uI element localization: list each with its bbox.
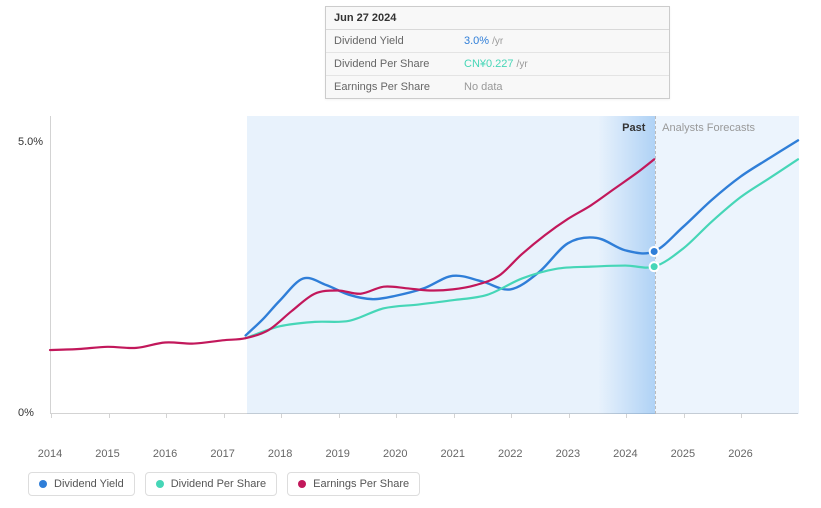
chart-lines — [50, 116, 798, 414]
tooltip-row-label: Dividend Yield — [334, 35, 464, 47]
tooltip-row-value: No data — [464, 81, 661, 93]
dividend-chart: Jun 27 2024 Dividend Yield3.0%/yrDividen… — [0, 0, 821, 508]
x-axis-label: 2020 — [383, 448, 407, 460]
tooltip-row: Dividend Yield3.0%/yr — [326, 30, 669, 53]
legend: Dividend Yield Dividend Per Share Earnings… — [28, 472, 420, 496]
tooltip-row-label: Earnings Per Share — [334, 81, 464, 93]
x-axis-label: 2024 — [613, 448, 637, 460]
legend-dot-icon — [298, 480, 306, 488]
legend-item[interactable]: Earnings Per Share — [287, 472, 420, 496]
x-axis-label: 2019 — [325, 448, 349, 460]
x-axis-label: 2023 — [556, 448, 580, 460]
legend-label: Dividend Per Share — [171, 478, 266, 490]
past-label: Past — [622, 122, 645, 134]
x-axis-label: 2014 — [38, 448, 62, 460]
tooltip-row-label: Dividend Per Share — [334, 58, 464, 70]
x-axis-label: 2026 — [728, 448, 752, 460]
x-axis-label: 2016 — [153, 448, 177, 460]
legend-label: Dividend Yield — [54, 478, 124, 490]
y-axis-label: 5.0% — [18, 136, 43, 148]
tooltip-row-value: CN¥0.227/yr — [464, 58, 661, 70]
hover-tooltip: Jun 27 2024 Dividend Yield3.0%/yrDividen… — [325, 6, 670, 99]
x-axis-label: 2022 — [498, 448, 522, 460]
tooltip-row: Earnings Per ShareNo data — [326, 76, 669, 98]
series-dividend_per_share — [246, 159, 798, 338]
tooltip-rows: Dividend Yield3.0%/yrDividend Per ShareC… — [326, 30, 669, 98]
hover-marker-dividend_yield — [650, 247, 659, 256]
legend-dot-icon — [39, 480, 47, 488]
hover-marker-dividend_per_share — [650, 262, 659, 271]
tooltip-row: Dividend Per ShareCN¥0.227/yr — [326, 53, 669, 76]
tooltip-row-value: 3.0%/yr — [464, 35, 661, 47]
legend-label: Earnings Per Share — [313, 478, 409, 490]
x-axis-label: 2018 — [268, 448, 292, 460]
legend-item[interactable]: Dividend Yield — [28, 472, 135, 496]
series-dividend_yield — [246, 140, 798, 335]
x-axis-label: 2025 — [671, 448, 695, 460]
series-earnings_per_share — [50, 159, 654, 350]
x-axis-label: 2021 — [441, 448, 465, 460]
legend-item[interactable]: Dividend Per Share — [145, 472, 277, 496]
y-axis-label: 0% — [18, 407, 34, 419]
legend-dot-icon — [156, 480, 164, 488]
forecast-label: Analysts Forecasts — [662, 122, 755, 134]
x-axis-label: 2015 — [95, 448, 119, 460]
tooltip-date: Jun 27 2024 — [326, 7, 669, 30]
x-axis-label: 2017 — [210, 448, 234, 460]
